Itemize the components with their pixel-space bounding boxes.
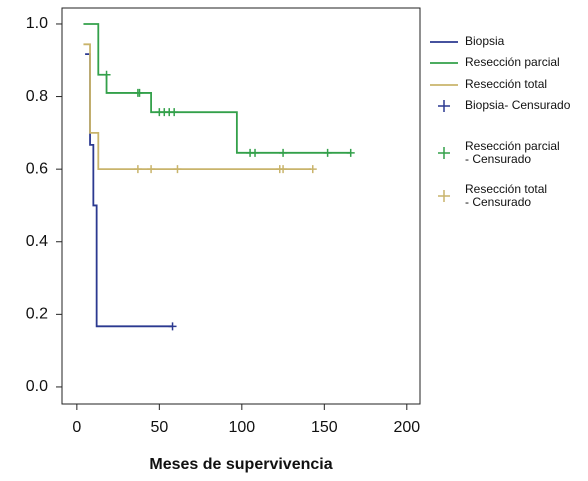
censor-mark bbox=[168, 322, 177, 331]
censor-mark bbox=[102, 70, 111, 79]
x-axis-label: Meses de supervivencia bbox=[149, 456, 332, 473]
x-tick-label: 0 bbox=[72, 419, 81, 436]
x-tick-label: 150 bbox=[311, 419, 338, 436]
y-tick-label: 1.0 bbox=[26, 15, 48, 32]
y-tick-label: 0.6 bbox=[26, 160, 48, 177]
censor-mark bbox=[147, 165, 156, 174]
censor-mark bbox=[173, 165, 182, 174]
y-tick-label: 0.0 bbox=[26, 378, 48, 395]
legend-label: Resección parcial bbox=[465, 55, 560, 69]
censor-mark bbox=[133, 165, 142, 174]
legend-line: Resección total bbox=[465, 182, 550, 196]
survival-curve bbox=[83, 43, 312, 171]
plot-frame bbox=[61, 7, 421, 405]
censor-mark bbox=[251, 148, 260, 157]
legend-swatch bbox=[438, 100, 450, 112]
legend-swatch bbox=[438, 147, 450, 159]
censor-mark bbox=[308, 165, 317, 174]
censor-mark bbox=[170, 108, 179, 117]
legend-line: - Censurado bbox=[465, 195, 531, 209]
legend-label: Biopsia bbox=[465, 34, 505, 48]
censor-mark bbox=[135, 88, 144, 97]
legend-line: Resección parcial bbox=[465, 139, 563, 153]
legend-label: Resección total - Censurado bbox=[465, 182, 550, 209]
legend-swatch bbox=[438, 190, 450, 202]
survival-curve bbox=[83, 23, 351, 154]
y-tick-label: 0.2 bbox=[26, 306, 48, 323]
censor-mark bbox=[279, 148, 288, 157]
y-tick-label: 0.4 bbox=[26, 233, 48, 250]
x-tick-label: 100 bbox=[228, 419, 255, 436]
legend-label: Resección parcial - Censurado bbox=[465, 139, 563, 166]
censor-mark bbox=[279, 165, 288, 174]
censor-mark bbox=[346, 148, 355, 157]
legend-label: Resección total bbox=[465, 77, 547, 91]
x-tick-label: 200 bbox=[393, 419, 420, 436]
y-tick-label: 0.8 bbox=[26, 88, 48, 105]
x-tick-label: 50 bbox=[150, 419, 168, 436]
legend-label: Biopsia- Censurado bbox=[465, 98, 571, 112]
legend-line: - Censurado bbox=[465, 152, 531, 166]
survival-curve bbox=[85, 53, 173, 328]
censor-mark bbox=[323, 148, 332, 157]
